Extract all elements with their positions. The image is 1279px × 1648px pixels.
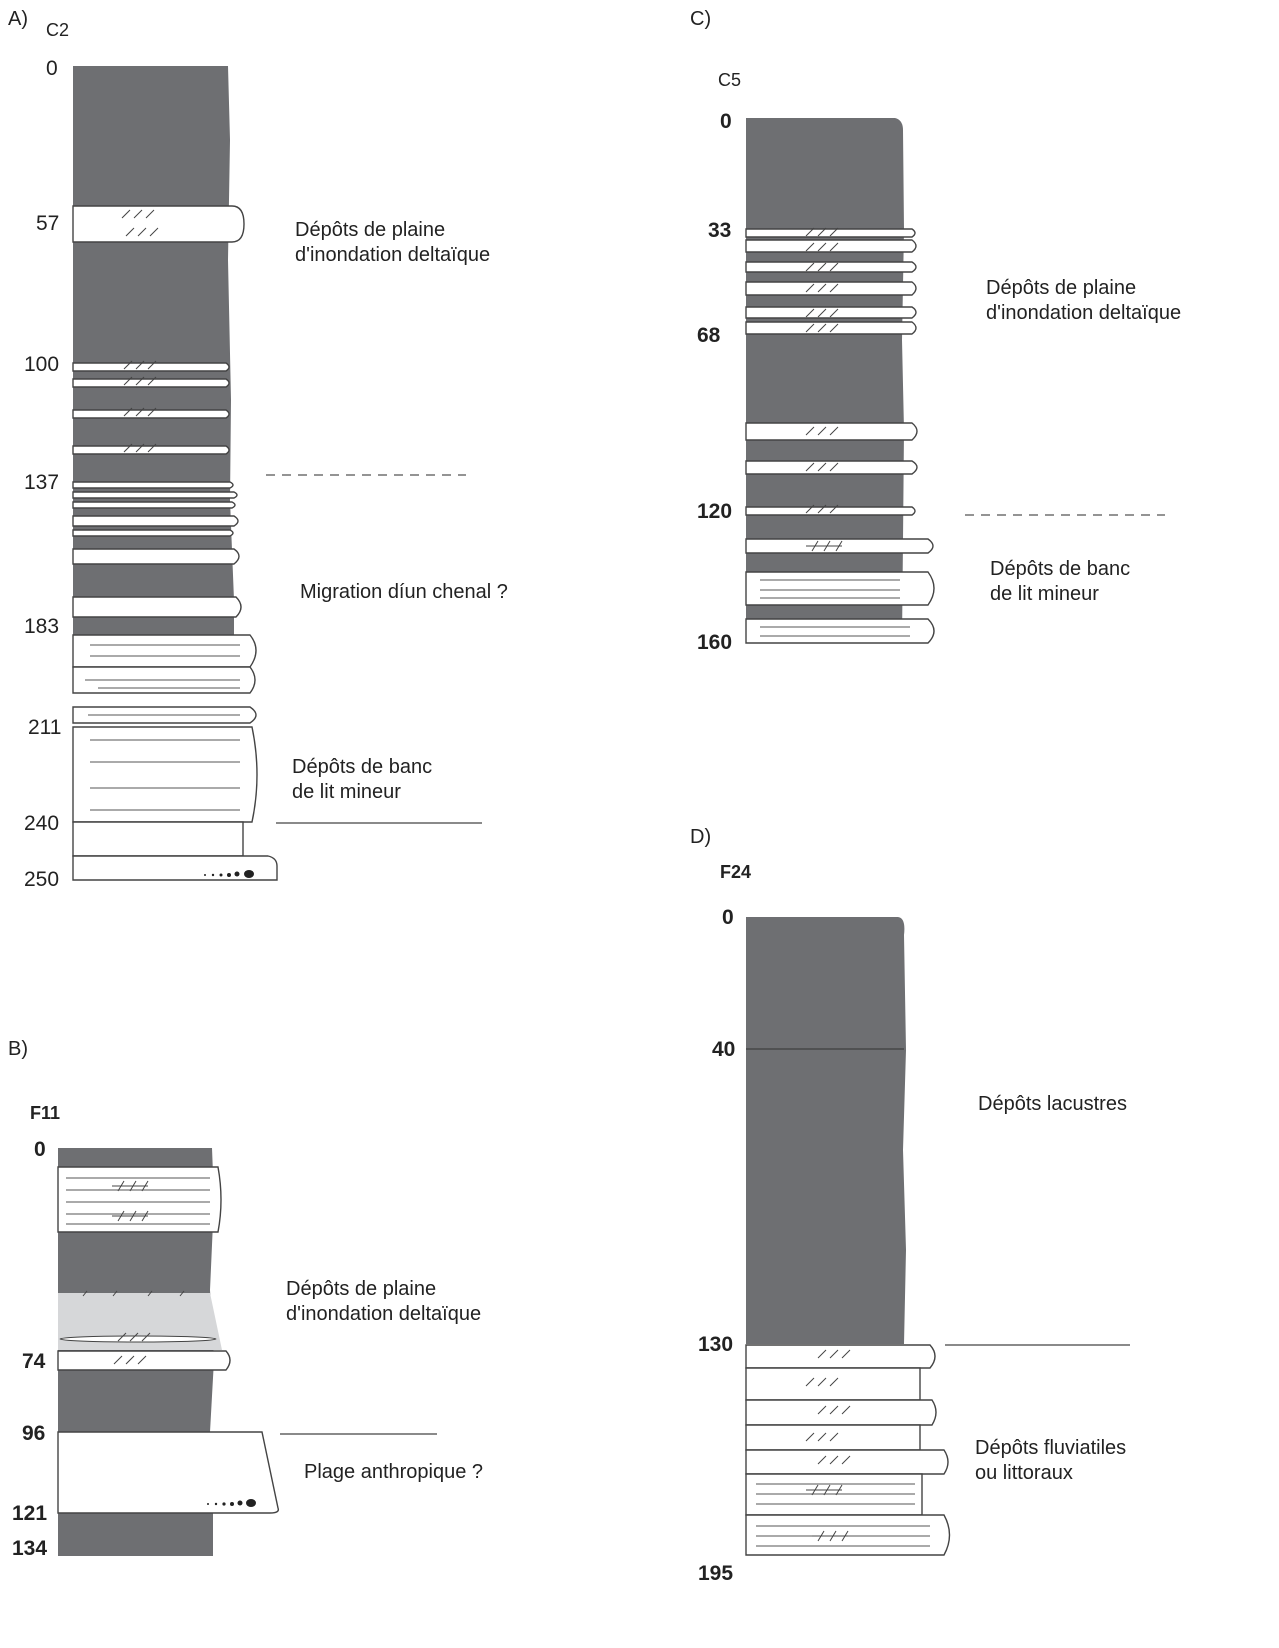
- depth-label: 137: [24, 471, 60, 494]
- depth-label: 33: [708, 219, 732, 242]
- sand-bed: [57, 1350, 231, 1371]
- panel-label: A): [8, 8, 28, 30]
- panel-label: C): [690, 8, 712, 30]
- anthropic-beach: [57, 1431, 280, 1514]
- core-name: C5: [718, 70, 742, 90]
- core-name: F24: [720, 862, 752, 882]
- sand-bed: [72, 205, 245, 243]
- facies-note: Dépôts de banc de lit mineur: [292, 756, 433, 803]
- sand-bed: [57, 1166, 222, 1233]
- depth-label: 240: [24, 812, 60, 835]
- depth-label: 96: [22, 1422, 46, 1445]
- panel-label: B): [8, 1038, 28, 1060]
- facies-note: Migration díun chenal ?: [300, 581, 508, 603]
- facies-note: Dépôts de banc de lit mineur: [990, 558, 1131, 605]
- depth-label: 0: [720, 110, 732, 133]
- facies-note: Dépôts fluviatiles ou littoraux: [975, 1437, 1127, 1484]
- core-name: F11: [30, 1103, 61, 1123]
- depth-label: 211: [28, 716, 62, 739]
- depth-label: 0: [46, 57, 58, 80]
- facies-note: Dépôts lacustres: [978, 1093, 1127, 1115]
- sand-beds: [745, 1344, 951, 1556]
- thin-sand-beds: [72, 360, 242, 618]
- depth-label: 183: [24, 615, 60, 638]
- core-name: C2: [46, 20, 70, 40]
- sand-beds-laminated: [72, 634, 278, 881]
- depth-label: 250: [24, 868, 60, 891]
- depth-label: 134: [12, 1537, 48, 1560]
- facies-note: Dépôts de plaine d'inondation deltaïque: [286, 1278, 482, 1325]
- core-c-log: [745, 118, 1165, 644]
- panel-label: D): [690, 826, 712, 848]
- depth-label: 40: [712, 1038, 736, 1061]
- depth-label: 74: [22, 1350, 46, 1373]
- depth-label: 0: [34, 1138, 46, 1161]
- core-d-log: [745, 917, 1130, 1556]
- depth-label: 100: [24, 353, 60, 376]
- depth-label: 68: [697, 324, 721, 347]
- depth-label: 0: [722, 906, 734, 929]
- depth-label: 57: [36, 212, 60, 235]
- light-bed: [58, 1290, 222, 1350]
- core-b-log: [57, 1148, 437, 1556]
- depth-label: 120: [697, 500, 733, 523]
- facies-note: Dépôts de plaine d'inondation deltaïque: [295, 219, 491, 266]
- depth-label: 121: [12, 1502, 48, 1525]
- depth-label: 160: [697, 631, 733, 654]
- depth-label: 130: [698, 1333, 734, 1356]
- facies-note: Plage anthropique ?: [304, 1461, 484, 1483]
- facies-note: Dépôts de plaine d'inondation deltaïque: [986, 277, 1182, 324]
- core-a-log: [72, 66, 482, 881]
- thin-sand-beds: [745, 227, 918, 516]
- depth-label: 195: [698, 1562, 734, 1585]
- sand-beds-laminated: [745, 538, 935, 644]
